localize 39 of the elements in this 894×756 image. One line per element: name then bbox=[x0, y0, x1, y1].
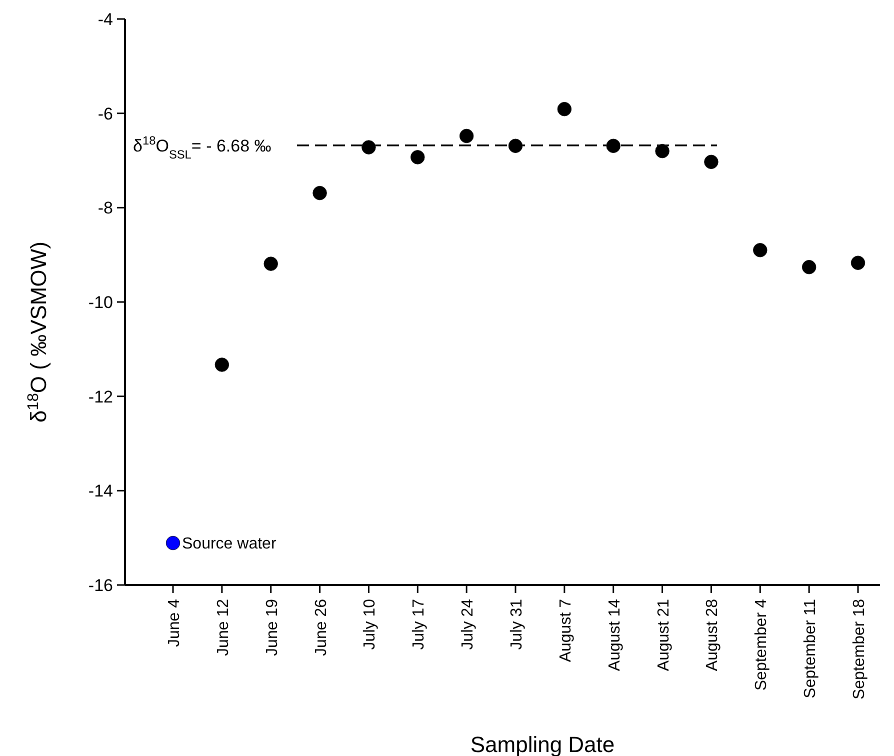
x-tick-label: July 17 bbox=[410, 598, 428, 650]
y-tick-label: -16 bbox=[88, 576, 113, 595]
series-label: Source water bbox=[182, 536, 277, 553]
point bbox=[704, 154, 718, 170]
point bbox=[459, 128, 474, 144]
point bbox=[802, 260, 816, 274]
x-tick-label: September 11 bbox=[802, 598, 820, 698]
point bbox=[850, 256, 866, 270]
x-tick-label: July 10 bbox=[362, 598, 379, 650]
x-tick-label: June 19 bbox=[264, 598, 281, 656]
point bbox=[362, 140, 376, 154]
point bbox=[557, 102, 572, 116]
point bbox=[410, 150, 425, 164]
x-tick-label: August 14 bbox=[606, 598, 624, 672]
y-tick-label: -8 bbox=[98, 198, 113, 218]
x-tick-label: June 4 bbox=[166, 598, 183, 648]
x-tick-label: August 7 bbox=[557, 598, 574, 662]
y-tick-label: -10 bbox=[88, 292, 113, 312]
x-tick-label: August 21 bbox=[655, 598, 672, 672]
x-tick-label: August 28 bbox=[704, 598, 722, 672]
point bbox=[606, 138, 621, 154]
point bbox=[508, 138, 523, 154]
x-tick-label: June 12 bbox=[214, 598, 232, 656]
y-tick-label: -12 bbox=[88, 387, 113, 406]
point bbox=[752, 242, 768, 258]
y-tick-label: -14 bbox=[88, 482, 113, 501]
y-tick-label: -6 bbox=[98, 104, 113, 124]
y-tick-label: -4 bbox=[98, 10, 113, 29]
point bbox=[312, 186, 327, 200]
x-tick-label: September 18 bbox=[851, 598, 868, 700]
point bbox=[214, 358, 230, 372]
point bbox=[264, 256, 278, 271]
x-tick-label: July 24 bbox=[460, 598, 477, 650]
x-tick-label: September 4 bbox=[753, 598, 770, 691]
x-tick-label: July 31 bbox=[508, 598, 526, 650]
x-tick-label: June 26 bbox=[312, 598, 330, 656]
ref-line-label: δ$^{18}$O$_{SSL}$= - 6.68 ‰ bbox=[133, 133, 272, 162]
point bbox=[655, 144, 670, 158]
point bbox=[166, 536, 180, 550]
